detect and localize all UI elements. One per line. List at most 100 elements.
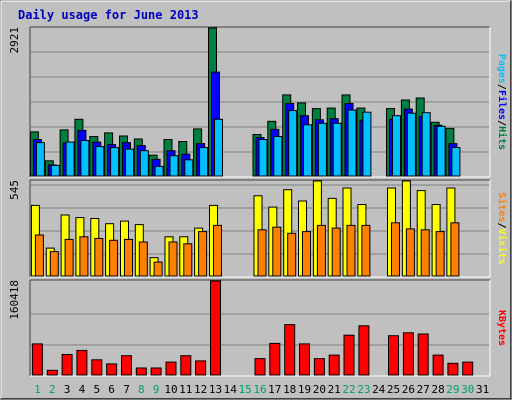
x-label-day-9: 9 bbox=[153, 383, 160, 396]
bar-sites-day-8 bbox=[138, 241, 148, 277]
bar-kbytes-day-28 bbox=[432, 354, 444, 376]
bar-pages-day-1 bbox=[35, 142, 45, 177]
x-label-day-15: 15 bbox=[239, 383, 252, 396]
chart-title: Daily usage for June 2013 bbox=[18, 8, 199, 22]
x-label-day-27: 27 bbox=[417, 383, 430, 396]
bar-pages-day-22 bbox=[347, 109, 357, 177]
x-label-day-7: 7 bbox=[123, 383, 130, 396]
x-label-day-16: 16 bbox=[253, 383, 266, 396]
bar-kbytes-day-21 bbox=[328, 354, 340, 376]
x-label-day-3: 3 bbox=[64, 383, 71, 396]
bar-sites-day-27 bbox=[420, 229, 430, 277]
bar-kbytes-day-9 bbox=[150, 367, 162, 376]
x-label-day-29: 29 bbox=[446, 383, 459, 396]
bar-sites-day-21 bbox=[331, 227, 341, 277]
bar-sites-day-17 bbox=[272, 226, 282, 277]
bar-kbytes-day-6 bbox=[106, 363, 118, 376]
bar-kbytes-day-7 bbox=[121, 355, 132, 376]
bar-kbytes-day-11 bbox=[180, 355, 192, 376]
bar-pages-day-13 bbox=[214, 118, 223, 177]
bar-kbytes-day-1 bbox=[31, 343, 43, 376]
bar-sites-day-5 bbox=[94, 238, 104, 277]
legend-separator: / bbox=[496, 222, 507, 228]
bar-sites-day-23 bbox=[361, 224, 371, 277]
bar-sites-day-22 bbox=[346, 224, 356, 277]
legend-separator: / bbox=[496, 120, 507, 126]
bar-pages-day-5 bbox=[95, 146, 105, 177]
x-label-day-26: 26 bbox=[402, 383, 415, 396]
x-label-day-2: 2 bbox=[49, 383, 56, 396]
x-label-day-10: 10 bbox=[164, 383, 177, 396]
bar-kbytes-day-13 bbox=[210, 280, 221, 376]
legend-item-sites: Sites bbox=[496, 192, 508, 222]
x-label-day-5: 5 bbox=[93, 383, 100, 396]
bar-pages-day-4 bbox=[80, 140, 90, 177]
bar-kbytes-day-18 bbox=[284, 324, 296, 376]
bar-kbytes-day-27 bbox=[417, 333, 429, 376]
bar-pages-day-26 bbox=[406, 112, 416, 177]
bar-kbytes-day-25 bbox=[388, 335, 399, 376]
bar-kbytes-day-26 bbox=[402, 332, 414, 376]
bar-pages-day-8 bbox=[139, 150, 149, 177]
x-label-day-6: 6 bbox=[108, 383, 115, 396]
legend-item-files: Files bbox=[496, 90, 508, 120]
bar-kbytes-day-20 bbox=[313, 358, 325, 376]
x-label-day-31: 31 bbox=[476, 383, 489, 396]
bar-pages-day-20 bbox=[317, 122, 327, 177]
legend-separator: / bbox=[496, 84, 507, 90]
bar-pages-day-25 bbox=[392, 115, 401, 177]
x-label-day-13: 13 bbox=[209, 383, 222, 396]
bar-sites-day-28 bbox=[435, 231, 445, 277]
bar-sites-day-4 bbox=[79, 236, 89, 277]
bar-pages-day-17 bbox=[273, 136, 283, 177]
bar-kbytes-day-8 bbox=[135, 367, 147, 376]
legend-item-hits: Hits bbox=[496, 126, 508, 150]
bar-kbytes-day-23 bbox=[358, 325, 370, 376]
panel-visits: 545 Sites/Visits bbox=[8, 179, 508, 278]
bar-sites-day-20 bbox=[316, 224, 326, 277]
x-label-day-22: 22 bbox=[342, 383, 355, 396]
bar-pages-day-2 bbox=[50, 164, 60, 177]
legend-item-pages: Pages bbox=[496, 54, 507, 84]
bar-pages-day-9 bbox=[154, 165, 164, 177]
bar-pages-day-11 bbox=[184, 159, 194, 177]
bar-pages-day-19 bbox=[303, 124, 312, 177]
bar-sites-day-12 bbox=[198, 231, 208, 277]
x-label-day-19: 19 bbox=[298, 383, 311, 396]
bar-sites-day-13 bbox=[213, 224, 222, 277]
x-label-day-20: 20 bbox=[313, 383, 326, 396]
bar-kbytes-day-30 bbox=[462, 361, 474, 376]
bar-pages-day-21 bbox=[332, 122, 342, 177]
x-label-day-23: 23 bbox=[357, 383, 370, 396]
bar-kbytes-day-3 bbox=[61, 354, 73, 376]
bar-sites-day-19 bbox=[302, 231, 311, 277]
bar-pages-day-29 bbox=[451, 147, 461, 177]
bar-sites-day-1 bbox=[34, 234, 44, 277]
bar-pages-day-18 bbox=[288, 110, 298, 177]
bar-sites-day-7 bbox=[124, 238, 133, 277]
y-max-label-hits: 2921 bbox=[8, 27, 21, 54]
bar-sites-day-10 bbox=[168, 241, 178, 277]
x-axis-day-labels: 1 2 3 4 5 6 7 8 9 10 11 12 13 14 15 16 17 18 19 20 21 22 23 24 2… bbox=[34, 383, 489, 396]
bar-kbytes-day-10 bbox=[165, 361, 177, 376]
x-label-day-28: 28 bbox=[431, 383, 444, 396]
bar-sites-day-6 bbox=[109, 239, 119, 277]
legend-kbytes: KBytes bbox=[496, 310, 507, 346]
bar-sites-day-26 bbox=[405, 228, 415, 277]
bar-kbytes-day-19 bbox=[299, 343, 310, 376]
bar-pages-day-27 bbox=[421, 112, 431, 177]
x-label-day-12: 12 bbox=[194, 383, 207, 396]
bar-kbytes-day-2 bbox=[46, 369, 58, 376]
bar-kbytes-day-17 bbox=[269, 342, 281, 376]
y-max-label-visits: 545 bbox=[8, 180, 21, 200]
bar-kbytes-day-5 bbox=[91, 359, 103, 376]
x-label-day-18: 18 bbox=[283, 383, 296, 396]
x-label-day-14: 14 bbox=[224, 383, 238, 396]
x-label-day-21: 21 bbox=[328, 383, 341, 396]
bar-kbytes-day-4 bbox=[76, 349, 88, 376]
bar-sites-day-25 bbox=[391, 222, 400, 277]
x-label-day-24: 24 bbox=[372, 383, 386, 396]
bar-pages-day-10 bbox=[169, 155, 179, 177]
x-label-day-11: 11 bbox=[179, 383, 192, 396]
bar-kbytes-day-16 bbox=[254, 358, 266, 376]
